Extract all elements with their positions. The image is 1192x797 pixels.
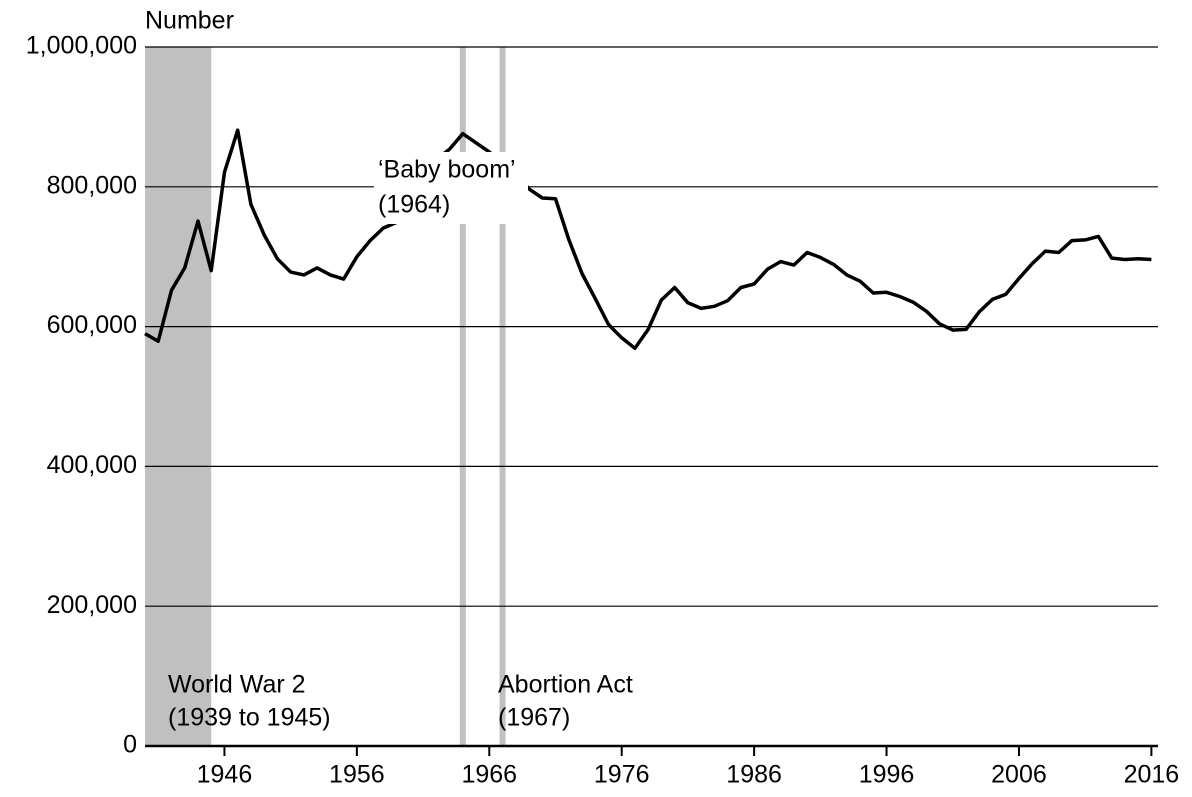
y-tick-label: 1,000,000	[26, 32, 137, 60]
period-sublabel: (1939 to 1945)	[168, 704, 331, 732]
event-label: Abortion Act	[498, 671, 633, 699]
x-tick-label: 1996	[859, 761, 915, 789]
y-tick-label: 800,000	[47, 171, 137, 199]
event-sublabel: (1964)	[378, 191, 450, 219]
x-tick-label: 1946	[197, 761, 253, 789]
x-tick-label: 1986	[726, 761, 782, 789]
y-tick-label: 600,000	[47, 311, 137, 339]
event-sublabel: (1967)	[498, 704, 570, 732]
x-tick-label: 1976	[594, 761, 650, 789]
y-tick-label: 200,000	[47, 591, 137, 619]
x-tick-label: 1956	[329, 761, 385, 789]
y-tick-label: 400,000	[47, 451, 137, 479]
x-tick-label: 1966	[461, 761, 517, 789]
y-axis-label: Number	[145, 7, 234, 35]
period-label: World War 2	[168, 671, 306, 699]
data-line	[144, 128, 1152, 351]
x-tick-label: 2006	[991, 761, 1047, 789]
x-tick-label: 2016	[1124, 761, 1180, 789]
y-tick-label: 0	[123, 731, 137, 759]
event-label: ‘Baby boom’	[378, 156, 516, 184]
shaded-period	[145, 47, 212, 746]
label-background	[374, 152, 528, 224]
